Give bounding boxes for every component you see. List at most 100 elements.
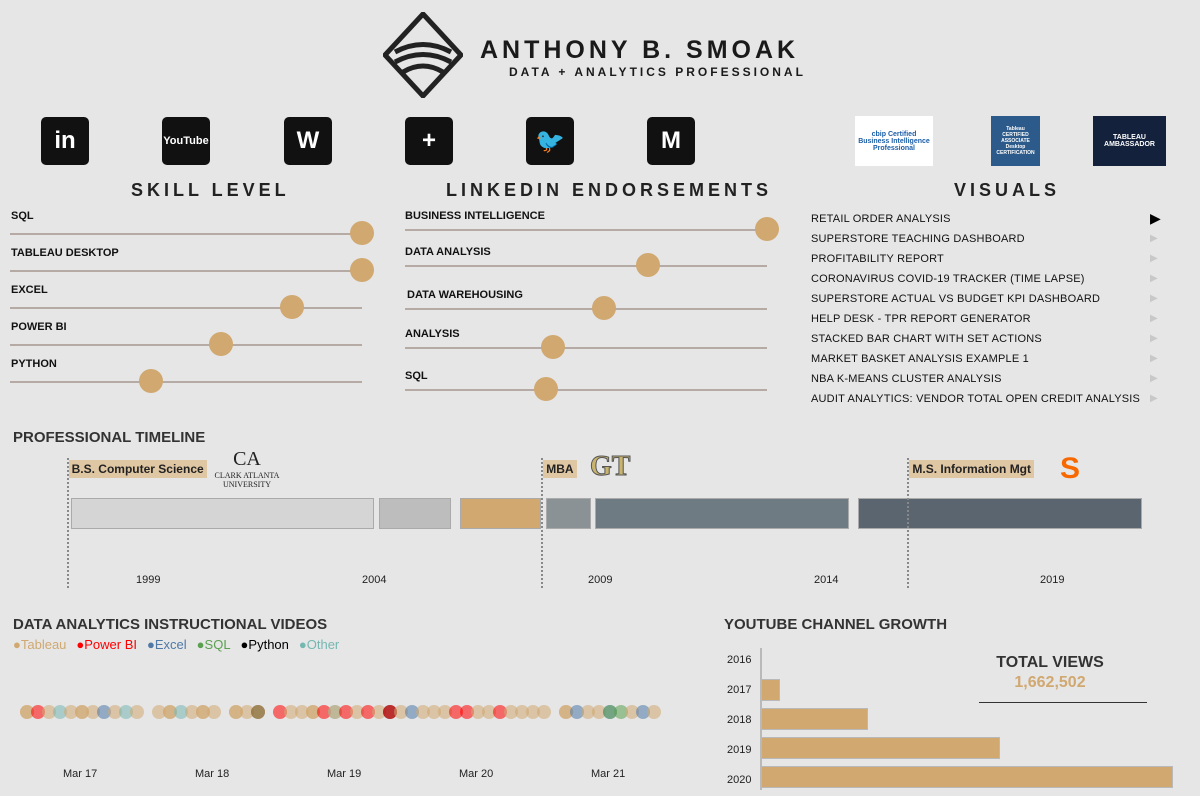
linkedin-icon[interactable]: in	[41, 117, 89, 165]
cbip-logo[interactable]: cbip Certified Business Intelligence Pro…	[855, 116, 933, 166]
play-arrow-icon[interactable]: ▶	[1150, 353, 1158, 364]
video-dot[interactable]	[174, 705, 188, 719]
video-dot[interactable]	[438, 705, 452, 719]
video-dot[interactable]	[361, 705, 375, 719]
video-dot[interactable]	[240, 705, 254, 719]
video-dot[interactable]	[97, 705, 111, 719]
video-dot[interactable]	[328, 705, 342, 719]
video-dot[interactable]	[614, 705, 628, 719]
video-dot[interactable]	[163, 705, 177, 719]
visual-link[interactable]: MARKET BASKET ANALYSIS EXAMPLE 1	[811, 353, 1029, 365]
skill-slider-knob[interactable]	[209, 332, 234, 356]
endorsement-slider-knob[interactable]	[592, 296, 617, 320]
video-dot[interactable]	[515, 705, 529, 719]
visual-link[interactable]: PROFITABILITY REPORT	[811, 253, 944, 265]
skill-slider-knob[interactable]	[350, 221, 374, 245]
video-dot[interactable]	[647, 705, 661, 719]
video-dot[interactable]	[460, 705, 474, 719]
video-dot[interactable]	[20, 705, 34, 719]
video-dot[interactable]	[581, 705, 595, 719]
video-dot[interactable]	[636, 705, 650, 719]
video-dot[interactable]	[559, 705, 573, 719]
endorsement-slider-knob[interactable]	[534, 377, 559, 401]
video-dot[interactable]	[394, 705, 408, 719]
video-dot[interactable]	[570, 705, 584, 719]
youtube-bar[interactable]	[761, 708, 869, 730]
video-dot[interactable]	[207, 705, 221, 719]
visual-link[interactable]: CORONAVIRUS COVID-19 TRACKER (TIME LAPSE…	[811, 273, 1085, 285]
video-dot[interactable]	[405, 705, 419, 719]
video-dot[interactable]	[625, 705, 639, 719]
video-dot[interactable]	[53, 705, 67, 719]
timeline-segment[interactable]	[378, 498, 451, 529]
visual-link[interactable]: SUPERSTORE ACTUAL VS BUDGET KPI DASHBOAR…	[811, 293, 1101, 305]
video-dot[interactable]	[42, 705, 56, 719]
gmail-icon[interactable]: M	[647, 117, 695, 165]
video-dot[interactable]	[526, 705, 540, 719]
timeline-segment[interactable]	[71, 498, 374, 529]
video-dot[interactable]	[86, 705, 100, 719]
timeline-segment[interactable]	[459, 498, 542, 529]
video-dot[interactable]	[229, 705, 243, 719]
twitter-icon[interactable]: 🐦	[526, 117, 574, 165]
youtube-icon[interactable]: YouTube	[162, 117, 210, 165]
video-dot[interactable]	[471, 705, 485, 719]
video-dot[interactable]	[119, 705, 133, 719]
video-dot[interactable]	[493, 705, 507, 719]
video-dot[interactable]	[537, 705, 551, 719]
tableau-icon[interactable]: +	[405, 117, 453, 165]
tableau-ambassador-badge[interactable]: TABLEAU AMBASSADOR	[1093, 116, 1166, 166]
video-dot[interactable]	[317, 705, 331, 719]
endorsement-slider-knob[interactable]	[541, 335, 566, 359]
legend-item[interactable]: ●SQL	[196, 637, 231, 652]
legend-item[interactable]: ●Tableau	[13, 637, 67, 652]
video-dot[interactable]	[350, 705, 364, 719]
legend-item[interactable]: ●Python	[240, 637, 289, 652]
video-dot[interactable]	[75, 705, 89, 719]
skill-slider-knob[interactable]	[279, 295, 304, 319]
play-arrow-icon[interactable]: ▶	[1150, 333, 1158, 344]
video-dot[interactable]	[504, 705, 518, 719]
visual-link[interactable]: STACKED BAR CHART WITH SET ACTIONS	[811, 333, 1042, 345]
video-dot[interactable]	[339, 705, 353, 719]
video-dot[interactable]	[416, 705, 430, 719]
play-arrow-icon[interactable]: ▶	[1150, 313, 1158, 324]
video-dot[interactable]	[152, 705, 166, 719]
play-arrow-icon[interactable]: ▶	[1150, 293, 1158, 304]
video-dot[interactable]	[592, 705, 606, 719]
visual-link[interactable]: AUDIT ANALYTICS: VENDOR TOTAL OPEN CREDI…	[811, 393, 1141, 405]
visual-link[interactable]: SUPERSTORE TEACHING DASHBOARD	[811, 233, 1025, 245]
timeline-segment[interactable]	[545, 498, 591, 529]
visual-link[interactable]: RETAIL ORDER ANALYSIS	[811, 213, 951, 225]
timeline-segment[interactable]	[857, 498, 1143, 529]
youtube-bar[interactable]	[761, 679, 780, 701]
video-dot[interactable]	[284, 705, 298, 719]
video-dot[interactable]	[108, 705, 122, 719]
video-dot[interactable]	[251, 705, 265, 719]
visual-link[interactable]: HELP DESK - TPR REPORT GENERATOR	[811, 313, 1031, 325]
skill-slider-knob[interactable]	[350, 258, 374, 282]
play-arrow-icon[interactable]: ▶	[1150, 233, 1158, 244]
legend-item[interactable]: ●Excel	[147, 637, 187, 652]
video-dot[interactable]	[383, 705, 397, 719]
play-arrow-icon[interactable]: ▶	[1150, 393, 1158, 404]
visual-link[interactable]: NBA K-MEANS CLUSTER ANALYSIS	[811, 373, 1002, 385]
video-dot[interactable]	[64, 705, 78, 719]
endorsement-slider-knob[interactable]	[635, 253, 660, 277]
play-arrow-icon[interactable]: ▶	[1150, 373, 1158, 384]
youtube-bar[interactable]	[761, 737, 1000, 759]
skill-slider-knob[interactable]	[138, 369, 163, 393]
video-dot[interactable]	[196, 705, 210, 719]
video-dot[interactable]	[31, 705, 45, 719]
wordpress-icon[interactable]: W	[284, 117, 332, 165]
video-dot[interactable]	[603, 705, 617, 719]
play-arrow-icon[interactable]: ▶	[1150, 273, 1158, 284]
video-dot[interactable]	[295, 705, 309, 719]
tableau-certified-associate-badge[interactable]: Tableau CERTIFIED ASSOCIATE Desktop CERT…	[991, 116, 1040, 166]
endorsement-slider-knob[interactable]	[755, 217, 779, 241]
video-dot[interactable]	[130, 705, 144, 719]
play-arrow-icon[interactable]: ▶	[1150, 253, 1158, 264]
timeline-segment[interactable]	[595, 498, 849, 529]
video-dot[interactable]	[273, 705, 287, 719]
video-dot[interactable]	[482, 705, 496, 719]
